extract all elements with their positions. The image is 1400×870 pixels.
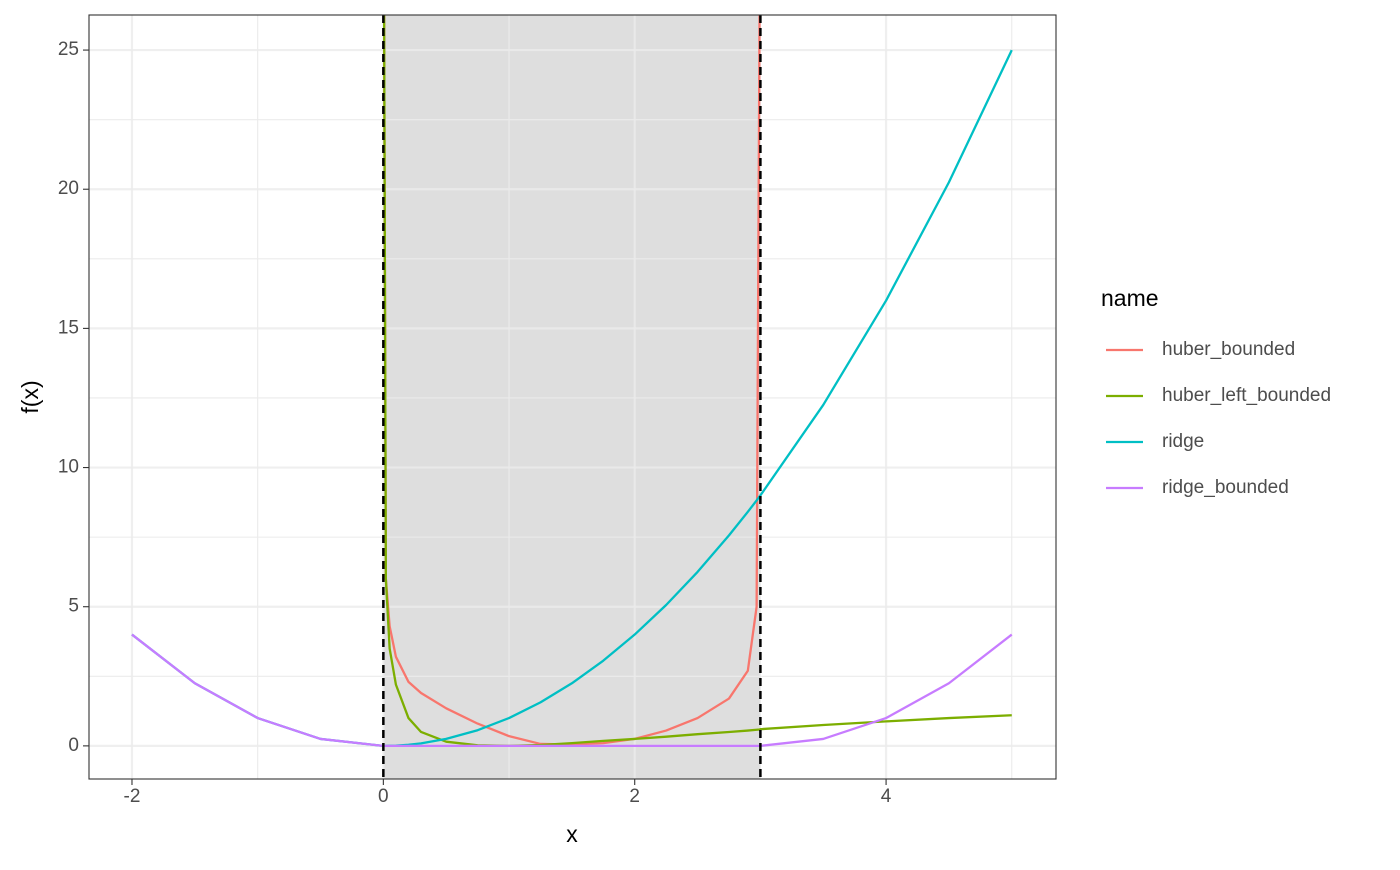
series-line [382, 15, 1012, 748]
x-tick-label: 2 [629, 786, 640, 807]
x-axis-label: x [566, 821, 578, 847]
legend-title: name [1101, 285, 1159, 311]
plot-lines [131, 15, 1013, 748]
legend-label: huber_left_bounded [1162, 385, 1331, 406]
legend-label: ridge [1162, 431, 1204, 452]
y-tick-label: 0 [68, 735, 79, 756]
legend-label: ridge_bounded [1162, 477, 1289, 498]
bounded-region [383, 15, 761, 779]
x-tick-label: -2 [124, 786, 141, 807]
y-tick-label: 5 [68, 596, 79, 617]
plot-border [88, 14, 1057, 780]
plot-background [89, 15, 1056, 779]
y-tick-label: 25 [58, 39, 79, 60]
x-tick-label: 4 [881, 786, 892, 807]
x-tick-label: 0 [378, 786, 389, 807]
y-axis-label: f(x) [17, 380, 43, 413]
y-tick-label: 20 [58, 178, 79, 199]
y-tick-label: 15 [58, 317, 79, 338]
legend-label: huber_bounded [1162, 339, 1295, 360]
y-tick-label: 10 [58, 457, 79, 478]
